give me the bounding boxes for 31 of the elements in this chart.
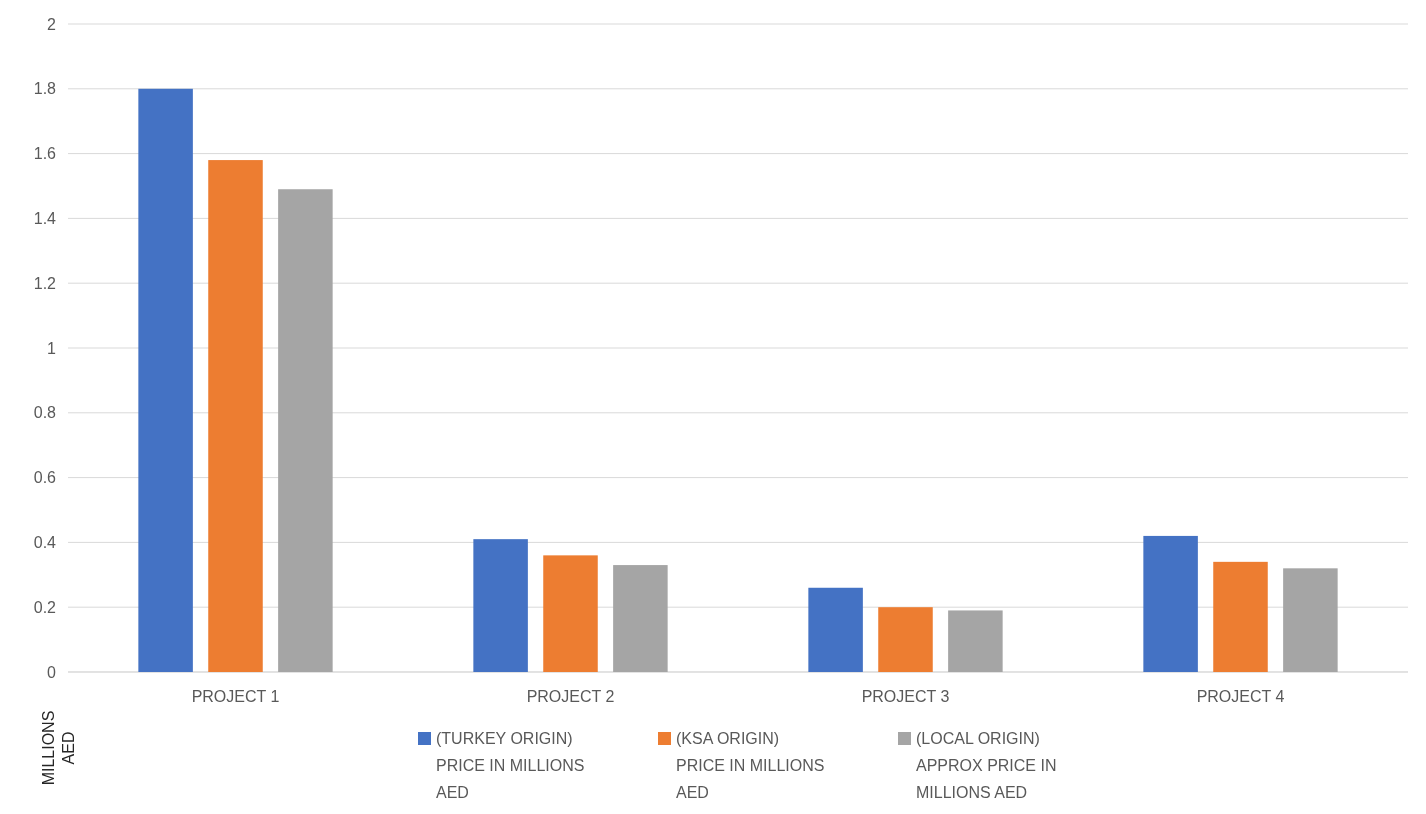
bar bbox=[1213, 561, 1268, 672]
x-tick-label: PROJECT 3 bbox=[861, 688, 950, 705]
bar bbox=[208, 160, 263, 672]
y-tick-label: 0.4 bbox=[33, 534, 57, 551]
bar bbox=[138, 88, 193, 672]
y-tick-label: 0.6 bbox=[33, 469, 57, 487]
bar bbox=[473, 539, 528, 672]
y-tick-label: 0.2 bbox=[33, 598, 57, 616]
legend-label: (KSA ORIGIN) PRICE IN MILLIONS AED bbox=[676, 730, 825, 801]
y-tick-label: 0.8 bbox=[33, 404, 57, 422]
bar bbox=[613, 565, 668, 672]
bar bbox=[543, 555, 598, 672]
y-tick-label: 1.8 bbox=[33, 80, 57, 98]
x-tick-label: PROJECT 4 bbox=[1196, 688, 1285, 705]
y-tick-label: 1.4 bbox=[33, 210, 57, 227]
legend-label: (LOCAL ORIGIN) APPROX PRICE IN MILLIONS AED bbox=[916, 730, 1057, 801]
bar bbox=[878, 607, 933, 672]
bar bbox=[1283, 568, 1338, 672]
bar bbox=[808, 587, 863, 672]
x-tick-label: PROJECT 1 bbox=[191, 688, 280, 705]
y-axis-title: MILLIONS AED bbox=[40, 710, 77, 786]
y-tick-label: 1 bbox=[47, 339, 57, 357]
x-tick-label: PROJECT 2 bbox=[526, 688, 615, 705]
bar bbox=[948, 610, 1003, 672]
y-tick-label: 1.6 bbox=[33, 145, 57, 163]
legend-label: (TURKEY ORIGIN) PRICE IN MILLIONS AED bbox=[436, 730, 585, 801]
bar bbox=[1143, 535, 1198, 672]
y-tick-label: 1.2 bbox=[33, 274, 57, 292]
y-tick-label: 0 bbox=[47, 663, 57, 681]
y-tick-label: 2 bbox=[47, 15, 57, 33]
bar bbox=[278, 189, 333, 672]
